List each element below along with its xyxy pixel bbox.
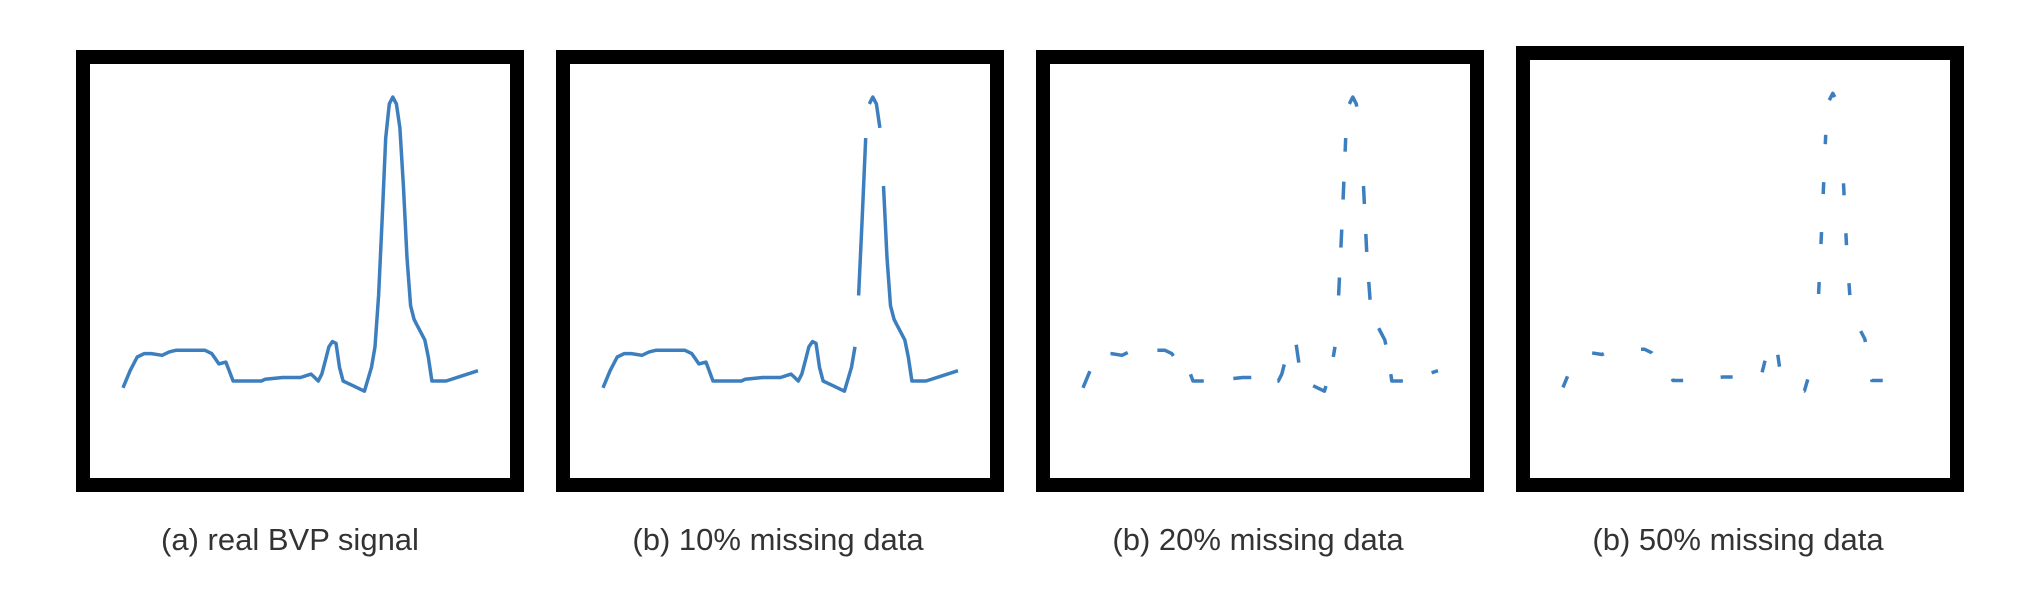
signal-line-a-seg-0 — [121, 95, 479, 393]
signal-line-b-50-seg-2 — [1827, 91, 1842, 125]
signal-line-b-10-seg-0 — [601, 339, 857, 393]
signal-line-b-20-seg-0 — [1081, 339, 1337, 393]
signal-line-b-20-seg-3 — [1361, 185, 1439, 383]
signal-line-b-10-seg-1 — [856, 138, 868, 296]
panel-frame-a — [76, 50, 524, 492]
chart-panel-b-20 — [1036, 50, 1484, 492]
signal-line-b-10-seg-2 — [867, 95, 882, 129]
panel-frame-b-10 — [556, 50, 1004, 492]
chart-panel-b-50 — [1516, 46, 1964, 492]
chart-panel-a — [76, 50, 524, 492]
signal-line-b-50-seg-3 — [1841, 183, 1919, 383]
caption-b-20: (b) 20% missing data — [1112, 522, 1404, 557]
caption-b-10: (b) 10% missing data — [632, 522, 924, 557]
panel-frame-b-20 — [1036, 50, 1484, 492]
signal-line-b-10-seg-3 — [881, 185, 959, 383]
chart-panel-b-10 — [556, 50, 1004, 492]
caption-a: (a) real BVP signal — [161, 522, 419, 557]
signal-line-b-20-seg-2 — [1347, 95, 1362, 129]
caption-b-50: (b) 50% missing data — [1592, 522, 1884, 557]
panel-frame-b-50 — [1516, 46, 1964, 492]
